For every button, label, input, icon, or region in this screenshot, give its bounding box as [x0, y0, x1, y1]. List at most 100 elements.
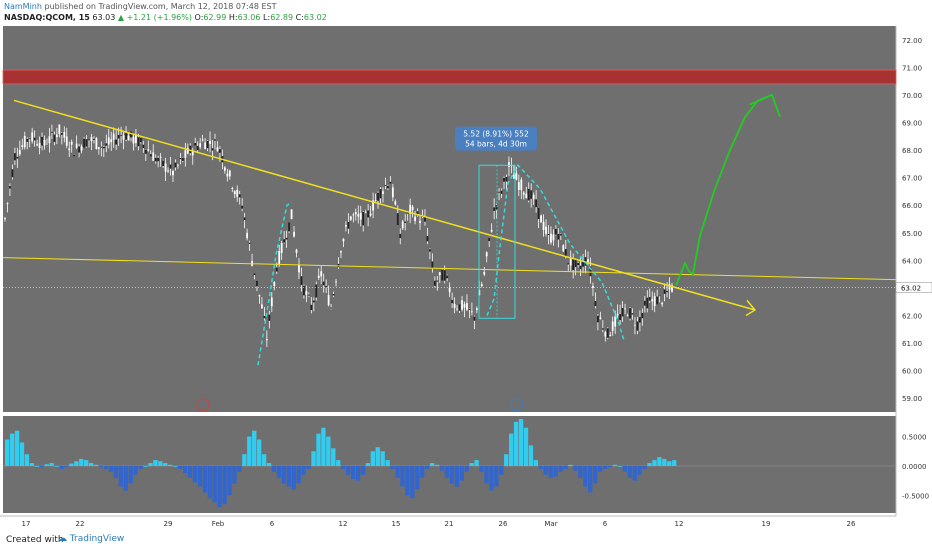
candle-body — [162, 160, 165, 166]
candle-body — [562, 245, 565, 252]
tradingview-logo[interactable]: ☁ TradingView — [58, 534, 125, 544]
histogram-bar — [34, 465, 39, 467]
time-tick-label: 6 — [270, 520, 275, 528]
candle-body — [468, 309, 471, 310]
close-label: C: — [295, 13, 304, 22]
histogram-bar — [410, 465, 415, 499]
candle-body — [424, 216, 426, 222]
candle-body — [4, 218, 6, 220]
candle-body — [619, 314, 622, 321]
candle-body — [28, 138, 31, 140]
candle-body — [265, 339, 268, 341]
chart-area[interactable]: 72.00 71.00 70.00 69.00 68.00 67.00 66.00 65.00… — [0, 26, 932, 530]
histogram-bar — [19, 442, 25, 466]
measure-sublabel-text: 54 bars, 4d 30m — [465, 140, 527, 149]
histogram-bar — [39, 465, 44, 468]
candle-body — [545, 226, 547, 234]
chart-svg[interactable]: 72.00 71.00 70.00 69.00 68.00 67.00 66.00 65.00… — [0, 26, 932, 530]
candle-body — [36, 144, 39, 146]
candle-body — [436, 280, 439, 282]
candle-body — [51, 131, 53, 133]
candle-body — [132, 136, 135, 144]
histogram-bar — [341, 465, 346, 469]
author-link[interactable]: NamMinh — [4, 2, 42, 11]
trendline-arrow-icon — [745, 299, 757, 317]
brand-name: TradingView — [69, 534, 125, 544]
histogram-bar — [622, 465, 627, 472]
candle-body — [226, 173, 229, 177]
candle-body — [41, 136, 43, 146]
candle-body — [184, 150, 187, 158]
low-label: L: — [263, 13, 271, 22]
histogram-bar — [464, 465, 469, 472]
candle-body — [325, 286, 328, 288]
candle-body — [310, 304, 313, 311]
created-with-text: Created with — [6, 535, 64, 545]
candle-body — [638, 317, 641, 323]
candle-body — [564, 249, 567, 258]
price-tick-label: 68.00 — [902, 147, 922, 155]
histogram-bar — [420, 465, 425, 478]
candle-body — [209, 140, 211, 145]
candle-body — [93, 138, 95, 140]
candle-body — [270, 297, 273, 307]
histogram-bar — [148, 463, 153, 466]
candle-body — [261, 304, 263, 309]
candle-body — [456, 308, 458, 310]
candle-body — [520, 179, 523, 191]
histogram-bar — [207, 465, 212, 499]
histogram-bar — [74, 461, 79, 466]
candle-body — [471, 311, 473, 313]
candle-body — [63, 132, 66, 138]
ohlc-line: NASDAQ:QCOM, 15 63.03 ▲ +1.21 (+1.96%) O… — [4, 13, 327, 22]
histogram-bar — [291, 465, 296, 490]
histogram-bar — [484, 465, 489, 484]
projection-arrow-icon — [749, 93, 781, 118]
histogram-bar — [360, 465, 366, 475]
price-tick-label: 60.00 — [902, 368, 922, 376]
high-value: 63.06 — [237, 13, 261, 22]
candle-body — [73, 154, 76, 157]
histogram-bar — [29, 463, 35, 466]
candle-body — [303, 285, 305, 296]
histogram-bar — [9, 433, 15, 466]
candle-body — [433, 280, 436, 286]
histogram-bar — [331, 448, 336, 466]
candle-body — [387, 186, 389, 189]
histogram-bar — [513, 421, 519, 466]
candle-body — [112, 133, 115, 140]
histogram-bar — [429, 463, 435, 466]
price-pane — [3, 26, 896, 412]
histogram-bar — [627, 465, 632, 478]
time-tick-label: Feb — [212, 520, 225, 528]
histogram-bar — [558, 465, 563, 472]
candle-body — [550, 233, 552, 243]
histogram-bar — [168, 464, 173, 466]
histogram-bar — [113, 465, 119, 478]
candle-body — [322, 281, 325, 286]
histogram-bar — [252, 430, 257, 466]
candle-body — [80, 146, 83, 151]
candle-body — [70, 141, 73, 145]
candle-body — [426, 236, 429, 242]
candle-body — [490, 229, 493, 232]
candle-body — [125, 132, 127, 140]
histogram-bar — [237, 465, 242, 472]
histogram-bar — [509, 433, 514, 466]
candle-body — [658, 295, 661, 297]
histogram-bar — [405, 465, 410, 496]
candle-body — [312, 300, 315, 303]
candle-body — [248, 242, 251, 244]
candle-body — [85, 139, 88, 147]
histogram-bar — [355, 465, 361, 481]
histogram-bar — [612, 464, 618, 466]
candle-body — [377, 192, 379, 201]
candle-body — [488, 237, 491, 242]
candle-body — [354, 212, 357, 215]
candle-body — [510, 165, 513, 167]
histogram-bar — [202, 465, 207, 493]
time-tick-label: 21 — [445, 520, 454, 528]
candle-body — [335, 281, 337, 283]
change-value: +1.21 (+1.96%) — [126, 13, 192, 22]
candle-body — [505, 176, 508, 182]
